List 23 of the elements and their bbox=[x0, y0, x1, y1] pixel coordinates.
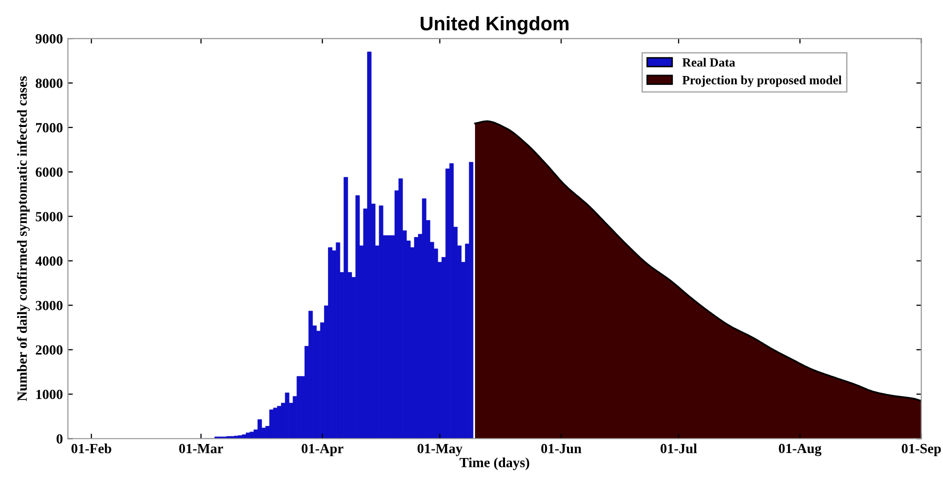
x-tick-label: 01-Jul bbox=[660, 443, 697, 454]
y-tick-label: 9000 bbox=[36, 34, 63, 44]
x-axis-title: Time (days) bbox=[460, 457, 530, 470]
y-tick-label: 5000 bbox=[36, 212, 63, 222]
x-tick-label: 01-Aug bbox=[778, 444, 822, 456]
x-tick-label: 01-Jun bbox=[541, 444, 582, 454]
y-tick-label: 8000 bbox=[36, 78, 63, 88]
y-tick-label: 2000 bbox=[36, 345, 63, 355]
x-tick-label: 01-Mar bbox=[179, 444, 224, 454]
legend-label: Projection by proposed model bbox=[682, 76, 842, 87]
x-tick-label: 01-Apr bbox=[302, 444, 344, 456]
y-tick-label: 1000 bbox=[36, 390, 63, 400]
x-tick-label: 01-May bbox=[418, 444, 462, 456]
y-tick-label: 0 bbox=[56, 434, 63, 444]
chart-title: United Kingdom bbox=[420, 16, 568, 34]
y-tick-label: 3000 bbox=[36, 300, 63, 310]
x-tick-label: 01-Sep bbox=[902, 444, 941, 456]
legend-label: Real Data bbox=[682, 58, 736, 67]
y-tick-label: 7000 bbox=[36, 123, 63, 132]
y-tick-label: 6000 bbox=[36, 167, 63, 177]
y-axis-title: Number of daily confirmed symptomatic infected cases bbox=[16, 76, 30, 401]
x-tick-label: 01-Feb bbox=[71, 443, 112, 454]
y-tick-label: 4000 bbox=[35, 256, 63, 266]
